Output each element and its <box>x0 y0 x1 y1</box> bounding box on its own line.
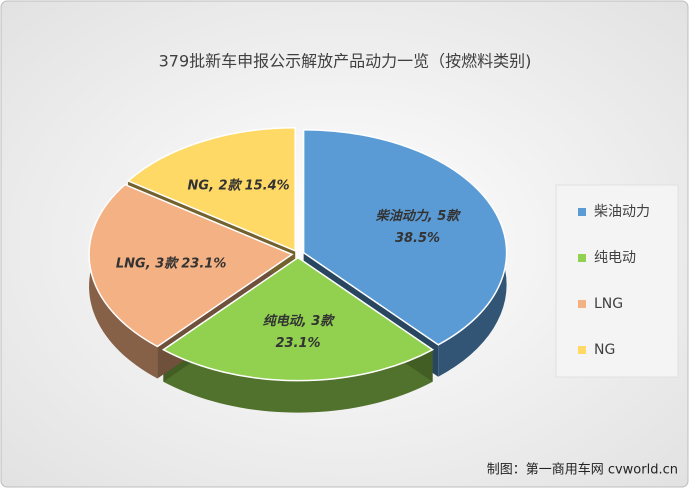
chart-title: 379批新车申报公示解放产品动力一览（按燃料类别) <box>159 52 532 71</box>
legend-label: 纯电动 <box>594 250 636 266</box>
data-label-name: LNG, 3款 <box>116 255 179 271</box>
legend-swatch <box>578 346 586 354</box>
legend-swatch <box>578 208 586 216</box>
data-label-name: 纯电动, 3款 <box>263 313 336 329</box>
data-label-percent: 23.1% <box>181 256 226 271</box>
slice <box>126 127 296 252</box>
slice <box>88 183 294 348</box>
legend-label: 柴油动力 <box>594 204 650 220</box>
data-label-name: 柴油动力, 5款 <box>375 208 462 224</box>
legend-box <box>555 184 679 378</box>
slice <box>161 256 435 382</box>
legend-label: LNG <box>594 296 623 312</box>
data-label: NG, 2款 15.4% <box>188 177 290 193</box>
slice <box>302 128 508 346</box>
legend-swatch <box>578 300 586 308</box>
source: 制图：第一商用车网 cvworld.cn <box>487 462 678 478</box>
data-label: LNG, 3款 23.1% <box>116 255 226 271</box>
legend-swatch <box>578 254 586 262</box>
data-label-percent: 23.1% <box>275 336 320 351</box>
data-label-percent: 38.5% <box>395 231 440 246</box>
data-label-name: NG, 2款 <box>188 177 243 193</box>
legend-label: NG <box>594 342 615 358</box>
data-label-percent: 15.4% <box>245 178 290 193</box>
